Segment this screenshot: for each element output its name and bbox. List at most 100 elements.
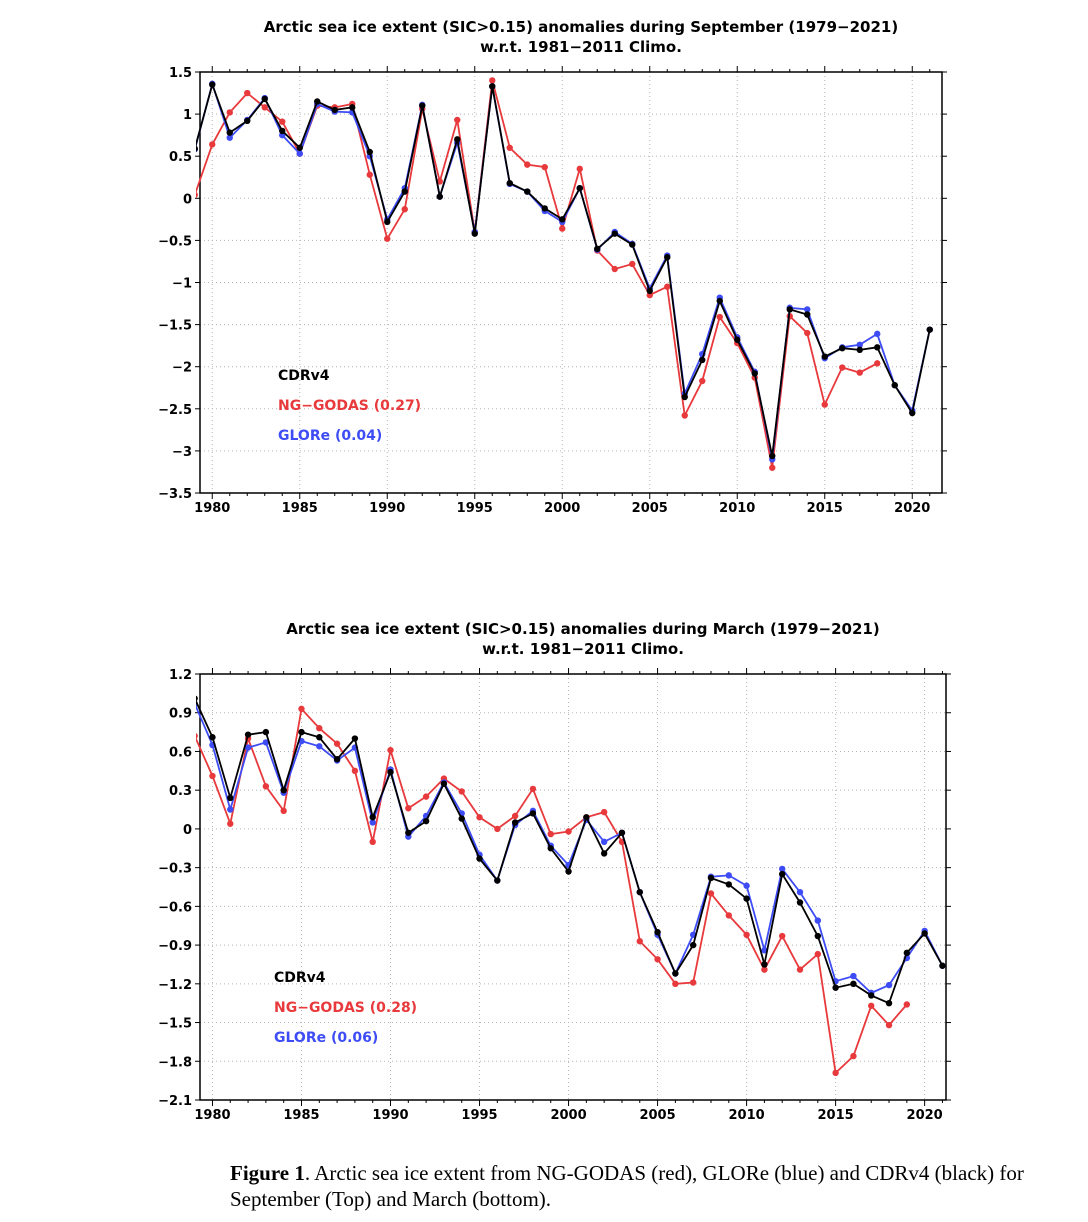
- y-tick-label: 1.2: [169, 668, 192, 683]
- y-tick-label: −0.3: [158, 862, 192, 877]
- x-tick-label: 2015: [807, 501, 843, 516]
- data-point: [196, 145, 198, 152]
- data-point: [279, 127, 286, 135]
- data-point: [850, 1052, 857, 1060]
- data-point: [814, 917, 822, 924]
- data-point: [262, 739, 270, 746]
- sep-series-cdrv4: [196, 81, 933, 460]
- data-point: [209, 772, 216, 780]
- data-point: [196, 191, 198, 198]
- data-point: [529, 785, 537, 793]
- legend-entry: CDRv4: [278, 368, 330, 384]
- data-point: [405, 829, 412, 836]
- data-point: [227, 794, 234, 802]
- data-point: [832, 1069, 839, 1077]
- data-point: [874, 360, 881, 367]
- data-point: [926, 326, 933, 333]
- data-point: [636, 888, 643, 896]
- data-point: [476, 855, 483, 862]
- data-point: [600, 808, 608, 816]
- data-point: [832, 984, 839, 991]
- data-point: [280, 786, 287, 794]
- data-point: [458, 788, 465, 795]
- data-point: [664, 283, 671, 290]
- data-point: [405, 805, 412, 812]
- data-point: [903, 949, 911, 957]
- data-point: [524, 188, 531, 195]
- data-point: [814, 932, 822, 940]
- data-point: [804, 311, 811, 318]
- data-point: [786, 306, 793, 313]
- data-point: [891, 382, 898, 389]
- data-point: [576, 184, 583, 192]
- data-point: [316, 734, 323, 741]
- data-point: [629, 260, 636, 268]
- data-point: [821, 401, 828, 408]
- data-point: [699, 356, 706, 364]
- x-tick-label: 2005: [632, 501, 668, 516]
- data-point: [384, 218, 391, 226]
- data-point: [422, 793, 430, 800]
- data-point: [401, 188, 408, 195]
- caption-label: Figure 1: [230, 1161, 305, 1185]
- y-tick-label: 0.9: [169, 707, 192, 722]
- y-tick-label: 0.5: [169, 150, 192, 165]
- data-point: [331, 106, 338, 114]
- data-point: [511, 812, 519, 820]
- y-tick-label: −0.9: [158, 939, 192, 954]
- x-tick-label: 1980: [194, 1108, 230, 1123]
- data-point: [489, 77, 496, 84]
- data-point: [387, 768, 394, 776]
- march-chart: Arctic sea ice extent (SIC>0.15) anomali…: [158, 620, 951, 1123]
- series-line: [196, 704, 944, 994]
- data-point: [524, 161, 531, 168]
- y-tick-label: 0: [183, 823, 192, 838]
- data-point: [280, 807, 287, 815]
- x-tick-label: 2005: [639, 1108, 675, 1123]
- data-point: [716, 297, 723, 305]
- data-point: [226, 129, 233, 136]
- sep-chart-title: Arctic sea ice extent (SIC>0.15) anomali…: [264, 18, 898, 36]
- data-point: [369, 838, 376, 846]
- data-point: [226, 109, 233, 116]
- x-tick-label: 2020: [894, 501, 930, 516]
- mar-plot-frame: [199, 673, 947, 1101]
- data-point: [296, 150, 303, 157]
- data-point: [369, 814, 376, 821]
- x-tick-label: 2000: [544, 501, 580, 516]
- data-point: [454, 136, 461, 143]
- data-point: [440, 780, 448, 787]
- data-point: [761, 966, 768, 973]
- legend-entry: NG−GODAS (0.28): [274, 1000, 417, 1016]
- data-point: [868, 1002, 875, 1009]
- sep-legend: CDRv4 NG−GODAS (0.27) GLORe (0.04): [278, 368, 421, 444]
- data-point: [244, 89, 251, 97]
- data-point: [384, 235, 391, 242]
- data-point: [909, 409, 916, 417]
- data-point: [454, 116, 461, 124]
- data-point: [600, 850, 608, 857]
- data-point: [333, 756, 341, 763]
- data-point: [839, 364, 846, 371]
- data-point: [699, 377, 706, 385]
- data-point: [366, 148, 373, 156]
- x-tick-label: 1990: [372, 1108, 408, 1123]
- y-tick-label: −3: [172, 445, 192, 460]
- mar-chart-title: Arctic sea ice extent (SIC>0.15) anomali…: [286, 620, 879, 638]
- data-point: [296, 144, 303, 151]
- data-point: [672, 970, 679, 977]
- data-point: [419, 102, 426, 109]
- data-point: [559, 216, 566, 223]
- data-point: [244, 744, 252, 751]
- data-point: [611, 265, 618, 273]
- data-point: [209, 81, 216, 88]
- data-point: [856, 341, 863, 349]
- data-point: [874, 344, 881, 351]
- data-point: [261, 95, 268, 103]
- data-point: [751, 370, 758, 377]
- data-point: [583, 814, 590, 821]
- data-point: [804, 306, 811, 313]
- mar-chart-subtitle: w.r.t. 1981−2011 Climo.: [482, 640, 684, 658]
- data-point: [506, 144, 513, 151]
- data-point: [779, 932, 786, 940]
